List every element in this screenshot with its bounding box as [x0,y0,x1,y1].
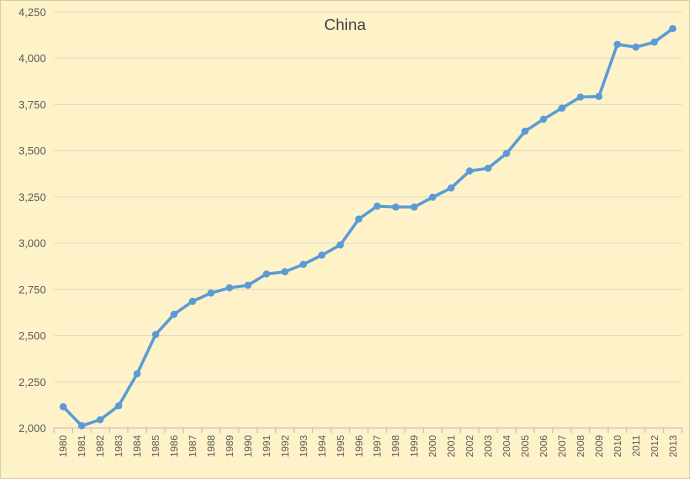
data-point [59,403,67,411]
x-tick-label: 2006 [539,435,550,458]
x-tick-label: 1988 [207,435,218,458]
x-tick-label: 2013 [668,435,679,458]
data-point [650,38,658,46]
data-point [484,164,492,172]
x-tick-label: 2007 [557,435,568,458]
y-tick-label: 3,000 [18,238,46,250]
x-tick-label: 2005 [521,435,532,458]
x-tick-label: 1997 [373,435,384,458]
data-point [613,40,621,48]
x-tick-label: 1989 [225,435,236,458]
data-point [521,127,529,135]
x-tick-label: 1996 [354,435,365,458]
series-china [59,25,677,430]
x-tick-label: 2012 [650,435,661,458]
data-point [669,25,677,33]
data-point [170,310,178,318]
data-point [115,402,123,410]
x-tick-label: 1998 [391,435,402,458]
y-tick-label: 2,250 [18,377,46,389]
x-tick-label: 1985 [151,435,162,458]
data-point [207,289,215,297]
x-tick-label: 1994 [317,435,328,458]
x-tick-label: 1980 [59,435,70,458]
x-tick-label: 2004 [502,435,513,458]
data-point [373,202,381,210]
y-tick-label: 2,750 [18,284,46,296]
data-point [355,215,363,223]
x-tick-label: 2003 [484,435,495,458]
x-tick-label: 2010 [613,435,624,458]
data-point [558,104,566,112]
data-point [318,251,326,259]
x-tick-label: 2000 [428,435,439,458]
data-point [151,331,160,339]
x-tick-label: 2008 [576,435,587,458]
data-point [336,241,344,249]
x-tick-label: 1999 [410,435,421,458]
x-tick-label: 2001 [447,435,458,458]
data-point [447,184,455,192]
y-tick-label: 4,000 [18,53,46,65]
data-point [244,281,252,289]
data-point [502,149,511,158]
data-point [539,115,548,123]
x-tick-label: 1995 [336,435,347,458]
data-point [133,370,141,378]
x-tick-label: 1990 [243,435,254,458]
x-tick-label: 1991 [262,435,273,458]
x-tick-label: 1984 [133,435,144,458]
data-point [262,270,271,278]
x-tick-label: 1983 [114,435,125,458]
x-tick-label: 1982 [96,435,107,458]
y-tick-label: 2,000 [18,423,46,435]
data-point [225,284,234,292]
x-tick-label: 1992 [280,435,291,458]
y-axis-tick-labels: 2,000 2,250 2,500 2,750 3,000 3,250 3,500 3,750… [18,7,46,435]
x-axis-tick-labels: 1980 1981 1982 1983 1984 1985 1986 1987 1988 1989… [59,435,680,458]
data-point [576,93,585,101]
chart-title: China [324,17,366,34]
data-point [429,193,437,201]
x-tick-label: 1981 [77,435,88,458]
data-point [392,203,400,211]
data-point [188,297,197,305]
data-point [281,268,289,276]
y-tick-label: 4,250 [18,7,46,19]
y-tick-label: 3,500 [18,146,46,158]
data-point [78,422,86,430]
axes [53,427,683,433]
series-line [61,27,675,428]
x-tick-label: 1987 [188,435,199,458]
x-tick-label: 2002 [465,435,476,458]
gridlines [54,11,682,383]
y-tick-label: 3,750 [18,99,46,111]
x-tick-label: 1993 [299,435,310,458]
data-point [410,203,418,211]
data-point [595,92,603,101]
y-tick-label: 3,250 [18,192,46,204]
data-point [96,416,104,424]
y-tick-label: 2,500 [18,331,46,343]
x-tick-label: 2011 [631,435,642,457]
x-tick-label: 1986 [170,435,181,458]
x-tick-label: 2009 [594,435,605,458]
data-point [299,260,307,268]
data-point [632,43,640,51]
data-point [465,167,474,175]
